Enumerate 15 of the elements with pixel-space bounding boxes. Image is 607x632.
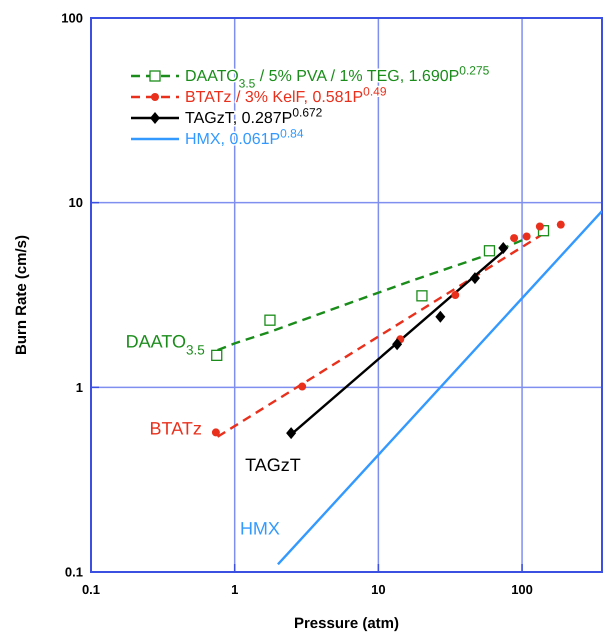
legend-label: TAGzT, 0.287P$^{0.672}$ [185, 106, 323, 127]
y-tick-label: 100 [61, 10, 83, 26]
annotation: TAGzT [245, 455, 301, 476]
annotation: HMX [240, 518, 280, 538]
x-tick-label: 10 [371, 582, 386, 597]
annotation: BTATz [150, 418, 202, 438]
y-tick-label: 0.1 [64, 564, 83, 580]
y-tick-label: 1 [76, 380, 83, 395]
y-axis-title: Burn Rate (cm/s) [13, 234, 30, 356]
x-axis-title: Pressure (atm) [294, 615, 400, 632]
x-tick-label: 100 [511, 582, 533, 597]
annotation: DAATO$_{3.5}$ [126, 331, 205, 358]
x-tick-label: 1 [231, 582, 238, 597]
x-tick-label: 0.1 [82, 582, 100, 597]
y-tick-label: 10 [68, 195, 83, 210]
